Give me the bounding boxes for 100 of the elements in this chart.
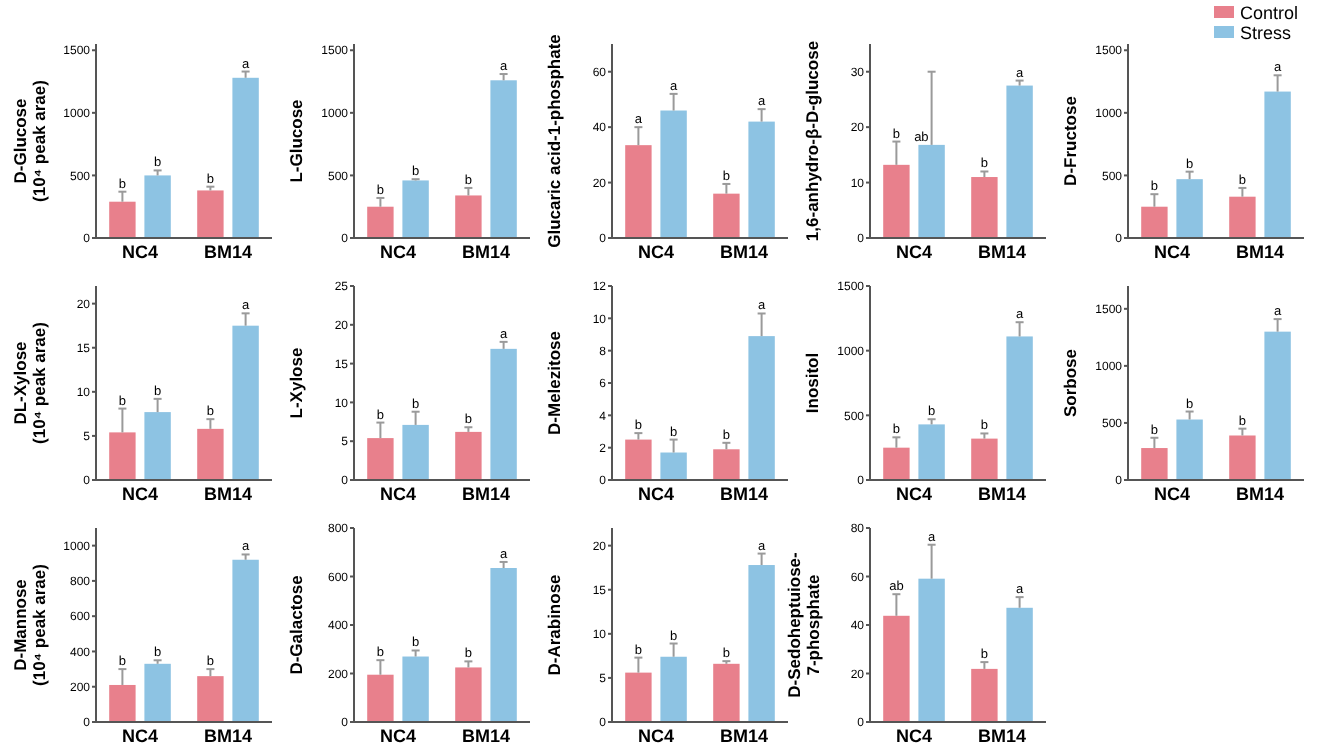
y-axis-title: D-Melezitose xyxy=(544,330,564,435)
bar xyxy=(455,667,482,722)
bar xyxy=(713,663,740,722)
x-tick-label: BM14 xyxy=(203,726,253,746)
bar xyxy=(625,672,652,722)
bar xyxy=(660,110,687,238)
bar xyxy=(625,439,652,480)
y-axis-title: D-Galactose xyxy=(286,574,306,675)
bar xyxy=(455,431,482,480)
bar xyxy=(918,424,945,480)
bar xyxy=(1229,196,1256,238)
bar xyxy=(748,565,775,722)
bar xyxy=(109,684,136,722)
bar xyxy=(402,180,429,238)
bar xyxy=(197,190,224,238)
bar xyxy=(883,164,910,238)
bar xyxy=(1141,206,1168,238)
bar xyxy=(748,336,775,480)
x-tick-label: NC4 xyxy=(121,484,159,504)
bar xyxy=(367,438,394,480)
x-tick-label: BM14 xyxy=(719,484,769,504)
y-axis-title: D-Fructose xyxy=(1060,95,1080,186)
y-axis-title: D-Sedoheptuiose- 7-phosphate xyxy=(784,551,823,698)
x-tick-label: BM14 xyxy=(977,484,1027,504)
bar xyxy=(713,193,740,238)
bar xyxy=(883,615,910,722)
bar xyxy=(197,428,224,480)
x-tick-label: NC4 xyxy=(121,726,159,746)
x-tick-label: NC4 xyxy=(379,726,417,746)
y-axis-title: D-Glucose (10⁴ peak arae) xyxy=(10,79,49,202)
bar xyxy=(109,201,136,238)
y-axis-title: Inositol xyxy=(802,352,822,414)
y-axis-title: DL-Xylose (10⁴ peak arae) xyxy=(10,321,49,444)
x-tick-label: NC4 xyxy=(637,726,675,746)
bar xyxy=(713,449,740,480)
bar xyxy=(1176,419,1203,480)
x-tick-label: BM14 xyxy=(719,242,769,262)
x-tick-label: BM14 xyxy=(203,242,253,262)
x-tick-label: NC4 xyxy=(895,484,933,504)
x-tick-label: NC4 xyxy=(637,484,675,504)
bar xyxy=(1176,179,1203,238)
bar xyxy=(144,663,171,722)
bar xyxy=(490,80,517,238)
x-tick-label: BM14 xyxy=(203,484,253,504)
bar xyxy=(660,656,687,722)
bar xyxy=(1006,607,1033,722)
y-axis-title: D-Arabinose xyxy=(544,573,564,676)
bar xyxy=(1141,448,1168,480)
bar xyxy=(1229,435,1256,480)
bar xyxy=(197,676,224,722)
bar xyxy=(971,668,998,722)
bar xyxy=(660,452,687,480)
x-tick-label: NC4 xyxy=(379,242,417,262)
bar xyxy=(1006,336,1033,480)
bar xyxy=(144,412,171,480)
bar xyxy=(971,438,998,480)
y-axis-title: 1,6-anhydro-β-D-glucose xyxy=(802,40,822,242)
bar xyxy=(1264,331,1291,480)
x-tick-label: BM14 xyxy=(461,484,511,504)
bar xyxy=(490,568,517,722)
bar xyxy=(402,424,429,480)
bar xyxy=(918,578,945,722)
x-tick-label: BM14 xyxy=(461,242,511,262)
bar xyxy=(490,348,517,480)
bar xyxy=(918,144,945,238)
bar xyxy=(402,656,429,722)
x-tick-label: BM14 xyxy=(977,242,1027,262)
legend-label: Stress xyxy=(1240,23,1293,44)
bar xyxy=(232,325,259,480)
bar xyxy=(232,77,259,238)
bar xyxy=(144,175,171,238)
x-tick-label: NC4 xyxy=(895,242,933,262)
y-axis-title: L-Glucose xyxy=(286,98,306,183)
y-axis-title: L-Xylose xyxy=(286,347,306,419)
bar xyxy=(748,121,775,238)
y-axis-title: Glucaric acid-1-phosphate xyxy=(544,33,564,248)
y-axis-title: D-Mannose (10⁴ peak arae) xyxy=(10,563,49,686)
x-tick-label: BM14 xyxy=(1235,484,1285,504)
x-tick-label: NC4 xyxy=(121,242,159,262)
bar xyxy=(367,674,394,722)
x-tick-label: BM14 xyxy=(461,726,511,746)
x-tick-label: BM14 xyxy=(1235,242,1285,262)
y-axis-title: Sorbose xyxy=(1060,348,1080,418)
bar xyxy=(1006,85,1033,238)
bar xyxy=(109,432,136,480)
bar xyxy=(971,177,998,238)
bar xyxy=(367,206,394,238)
x-tick-label: NC4 xyxy=(637,242,675,262)
x-tick-label: NC4 xyxy=(379,484,417,504)
x-tick-label: NC4 xyxy=(895,726,933,746)
bar xyxy=(1264,91,1291,238)
legend-label: Control xyxy=(1240,3,1299,24)
bar xyxy=(455,195,482,238)
bar xyxy=(232,559,259,722)
x-tick-label: NC4 xyxy=(1153,484,1191,504)
bar xyxy=(883,447,910,480)
x-tick-label: BM14 xyxy=(719,726,769,746)
x-tick-label: NC4 xyxy=(1153,242,1191,262)
x-tick-label: BM14 xyxy=(977,726,1027,746)
bar xyxy=(625,145,652,238)
